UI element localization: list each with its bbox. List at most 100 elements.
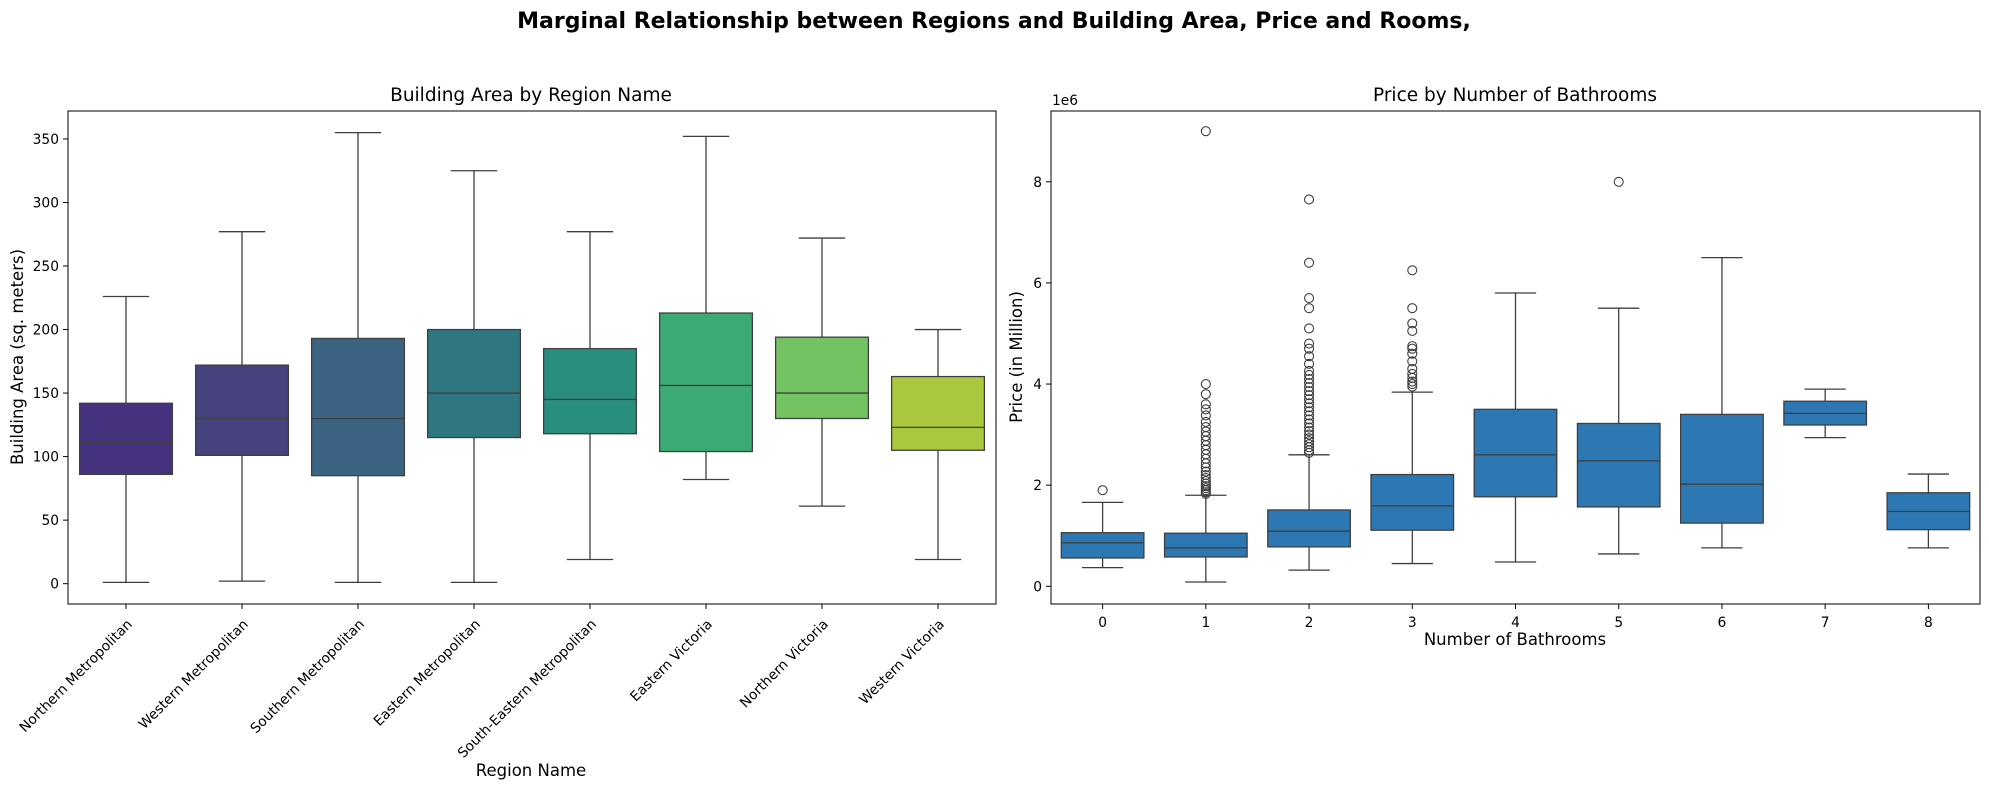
building-area-y-tick-label: 50 — [41, 513, 59, 529]
figure-suptitle: Marginal Relationship between Regions an… — [517, 9, 1471, 34]
price-x-tick-label: 1 — [1201, 615, 1210, 631]
price-outlier-point — [1200, 416, 1211, 428]
building-area-x-tick-label: Western Victoria — [856, 617, 947, 708]
price-x-label: Number of Bathrooms — [1424, 630, 1606, 649]
building-area-x-tick-label: Eastern Victoria — [627, 617, 716, 706]
building-area-y-tick-label: 250 — [33, 259, 59, 275]
price-outlier-point — [1304, 323, 1315, 334]
price-box-group — [1576, 176, 1661, 555]
price-outlier-point — [1407, 363, 1418, 374]
building-area-x-tick-label: Northern Metropolitan — [17, 617, 136, 736]
building-area-box — [310, 337, 406, 477]
building-area-box-group — [310, 131, 406, 584]
price-box-group — [1060, 485, 1145, 569]
building-area-y-tick-label: 100 — [33, 450, 59, 466]
price-box — [1163, 532, 1248, 558]
building-area-boxes — [78, 131, 986, 584]
price-outlier-point — [1304, 410, 1315, 421]
price-outlier-point — [1304, 358, 1315, 369]
price-panel: Price by Number of Bathrooms 0 2 4 6 8 0 1 2 3 4… — [1007, 85, 1981, 649]
price-outlier-point — [1200, 481, 1211, 492]
price-outlier-point — [1304, 194, 1315, 205]
price-y-label: Price (in Million) — [1007, 291, 1026, 423]
price-x-tick-label: 4 — [1511, 615, 1520, 631]
price-outlier-point — [1200, 399, 1211, 410]
building-area-box — [890, 375, 986, 451]
price-outlier-point — [1304, 365, 1315, 376]
price-box — [1680, 413, 1764, 524]
building-area-box-group — [542, 231, 638, 561]
price-x-tick-label: 5 — [1614, 615, 1623, 631]
price-outlier-point — [1200, 410, 1211, 421]
price-outlier-point — [1304, 373, 1315, 385]
price-outlier-point — [1407, 356, 1418, 367]
building-area-box-group — [774, 237, 870, 507]
price-outlier-point — [1097, 485, 1108, 496]
building-area-x-tick-label: Eastern Metropolitan — [371, 617, 484, 730]
building-area-x-tick-label: South-Eastern Metropolitan — [455, 617, 600, 762]
price-y-tick-label: 6 — [1033, 276, 1042, 292]
price-outlier-point — [1304, 390, 1315, 401]
price-box-group — [1473, 292, 1558, 563]
building-area-y-tick-label: 300 — [33, 195, 59, 211]
building-area-plot-frame — [67, 110, 997, 605]
price-outlier-point — [1304, 386, 1315, 397]
price-outlier-point — [1200, 470, 1211, 481]
building-area-x-label: Region Name — [476, 761, 586, 780]
price-y-tick-label: 0 — [1033, 579, 1042, 595]
price-outlier-point — [1304, 293, 1315, 304]
price-y-tick-label: 8 — [1033, 175, 1042, 191]
price-outlier-point — [1200, 426, 1211, 437]
price-x-tick-label: 6 — [1718, 615, 1727, 631]
price-box-group — [1267, 194, 1351, 571]
price-outlier-point — [1407, 376, 1418, 387]
price-y-tick-label: 4 — [1033, 377, 1042, 393]
price-outlier-point — [1304, 257, 1315, 268]
building-area-box — [194, 364, 290, 456]
price-outlier-point — [1407, 325, 1418, 337]
building-area-box-group — [194, 231, 290, 582]
price-outlier-point — [1200, 126, 1211, 137]
price-box — [1267, 509, 1351, 548]
price-box-group — [1886, 473, 1971, 549]
price-x-axis: 0 1 2 3 4 5 6 7 8 — [1098, 604, 1933, 631]
building-area-x-axis: Northern Metropolitan Western Metropolita… — [17, 604, 948, 761]
price-outlier-point — [1304, 369, 1315, 380]
price-outlier-point — [1304, 414, 1315, 425]
price-chart-title: Price by Number of Bathrooms — [1373, 85, 1657, 106]
price-box — [1370, 473, 1455, 531]
price-outlier-point — [1304, 351, 1315, 362]
price-y-offset-label: 1e6 — [1052, 93, 1078, 109]
price-outlier-point — [1304, 439, 1315, 450]
price-outlier-point — [1304, 433, 1315, 444]
price-outlier-point — [1304, 436, 1315, 447]
price-y-tick-label: 2 — [1033, 478, 1042, 494]
building-area-chart-title: Building Area by Region Name — [390, 85, 672, 106]
price-outlier-point — [1613, 176, 1624, 187]
price-plot-frame — [1050, 110, 1981, 605]
price-outlier-point — [1407, 303, 1418, 314]
price-outlier-point — [1200, 476, 1211, 487]
price-x-tick-label: 0 — [1098, 615, 1107, 631]
building-area-box — [78, 402, 174, 476]
price-outlier-point — [1304, 394, 1315, 405]
price-outlier-point — [1304, 303, 1315, 314]
price-box-group — [1783, 388, 1868, 439]
price-outlier-point — [1407, 265, 1418, 276]
price-outlier-point — [1304, 338, 1315, 349]
price-outlier-point — [1304, 422, 1315, 433]
building-area-box-group — [426, 170, 522, 584]
price-outlier-point — [1407, 341, 1418, 352]
price-box-group — [1163, 126, 1248, 583]
price-outlier-point — [1200, 378, 1211, 390]
building-area-box — [426, 328, 522, 439]
price-x-tick-label: 3 — [1408, 615, 1417, 631]
price-box — [1473, 408, 1558, 498]
price-outlier-point — [1304, 406, 1315, 417]
building-area-y-tick-label: 200 — [33, 323, 59, 339]
building-area-y-axis: 0 50 100 150 200 250 300 350 — [33, 132, 68, 593]
price-box-group — [1370, 265, 1455, 565]
building-area-y-tick-label: 150 — [33, 386, 59, 402]
building-area-y-tick-label: 0 — [50, 577, 59, 593]
price-boxes — [1060, 126, 1971, 583]
